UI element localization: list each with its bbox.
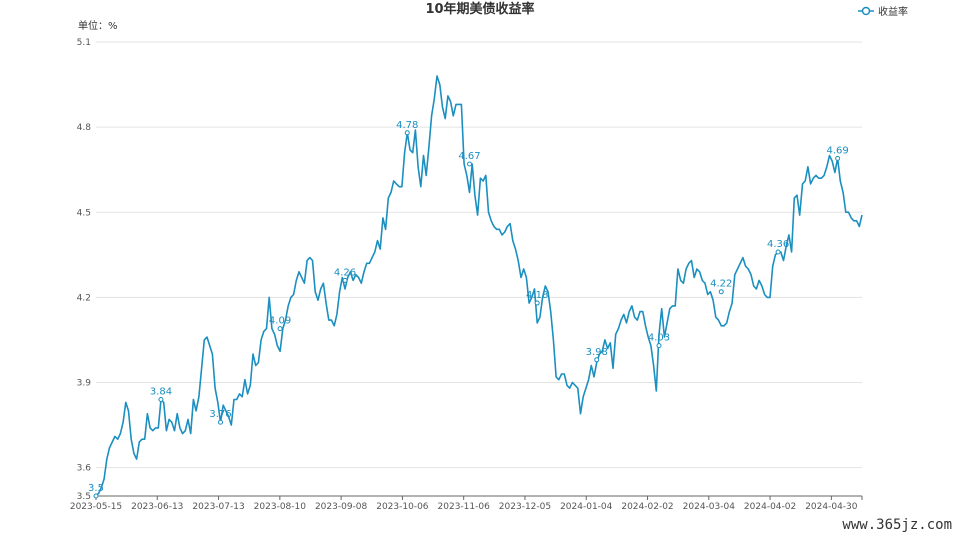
y-tick-label: 4.5 bbox=[77, 208, 91, 218]
y-tick-label: 4.2 bbox=[77, 293, 91, 303]
y-tick-label: 3.6 bbox=[77, 464, 92, 474]
data-label: 4.03 bbox=[648, 333, 670, 344]
data-point bbox=[656, 343, 662, 349]
data-label: 4.09 bbox=[269, 316, 291, 327]
data-point bbox=[404, 130, 410, 136]
data-point bbox=[277, 326, 283, 332]
data-label: 4.69 bbox=[827, 145, 849, 156]
legend-label: 收益率 bbox=[878, 5, 908, 18]
data-label: 3.5 bbox=[88, 483, 104, 494]
data-point bbox=[158, 397, 164, 403]
data-label: 4.22 bbox=[710, 279, 732, 290]
x-tick-label: 2024-02-02 bbox=[621, 502, 673, 512]
series-line-yield bbox=[95, 75, 863, 497]
data-label: 4.67 bbox=[458, 151, 480, 162]
y-tick-label: 4.8 bbox=[77, 123, 92, 133]
data-point bbox=[534, 300, 540, 306]
chart-title: 10年期美债收益率 bbox=[425, 1, 534, 17]
series-yield bbox=[95, 75, 863, 497]
x-tick-label: 2023-12-05 bbox=[499, 502, 551, 512]
data-label: 4.78 bbox=[396, 120, 418, 131]
grid-lines bbox=[96, 41, 862, 497]
data-labels: 3.5 3.84 3.76 4.09 4.26 4.78 4.67 4.18 3.98 4.03 4… bbox=[88, 120, 849, 499]
x-tick-label: 2024-01-04 bbox=[560, 502, 613, 512]
x-tick-label: 2023-07-13 bbox=[192, 502, 244, 512]
data-point bbox=[467, 161, 473, 167]
data-label: 4.18 bbox=[526, 290, 548, 301]
y-axis-ticks: 3.5 3.6 3.9 4.2 4.5 4.8 5.1 bbox=[77, 38, 92, 502]
x-tick-label: 2023-08-10 bbox=[254, 502, 307, 512]
data-point bbox=[835, 155, 841, 161]
y-tick-label: 5.1 bbox=[77, 38, 91, 48]
x-tick-label: 2024-04-02 bbox=[744, 502, 796, 512]
x-tick-label: 2023-10-06 bbox=[376, 502, 429, 512]
data-point bbox=[775, 249, 781, 255]
data-label: 3.98 bbox=[586, 347, 608, 358]
data-label: 3.76 bbox=[209, 409, 231, 420]
y-tick-label: 3.9 bbox=[77, 379, 92, 389]
x-tick-label: 2024-03-04 bbox=[683, 502, 736, 512]
data-point bbox=[93, 493, 99, 499]
data-point bbox=[342, 277, 348, 283]
data-point bbox=[218, 419, 224, 425]
y-tick-label: 3.5 bbox=[77, 492, 91, 502]
data-point bbox=[594, 357, 600, 363]
x-axis: 2023-05-15 2023-06-13 2023-07-13 2023-08-10… bbox=[70, 495, 863, 512]
data-label: 3.84 bbox=[150, 387, 172, 398]
unit-label: 单位：% bbox=[78, 19, 118, 32]
x-tick-label: 2023-06-13 bbox=[131, 502, 183, 512]
x-tick-label: 2024-04-30 bbox=[805, 502, 858, 512]
x-tick-label: 2023-11-06 bbox=[438, 502, 491, 512]
data-label: 4.36 bbox=[767, 239, 789, 250]
data-label: 4.26 bbox=[334, 267, 356, 278]
legend[interactable]: 收益率 bbox=[858, 5, 908, 18]
legend-marker bbox=[861, 6, 871, 16]
watermark-text: www.365jz.com bbox=[842, 517, 952, 533]
x-tick-label: 2023-05-15 bbox=[70, 502, 122, 512]
x-tick-label: 2023-09-08 bbox=[315, 502, 368, 512]
data-point bbox=[718, 289, 724, 295]
